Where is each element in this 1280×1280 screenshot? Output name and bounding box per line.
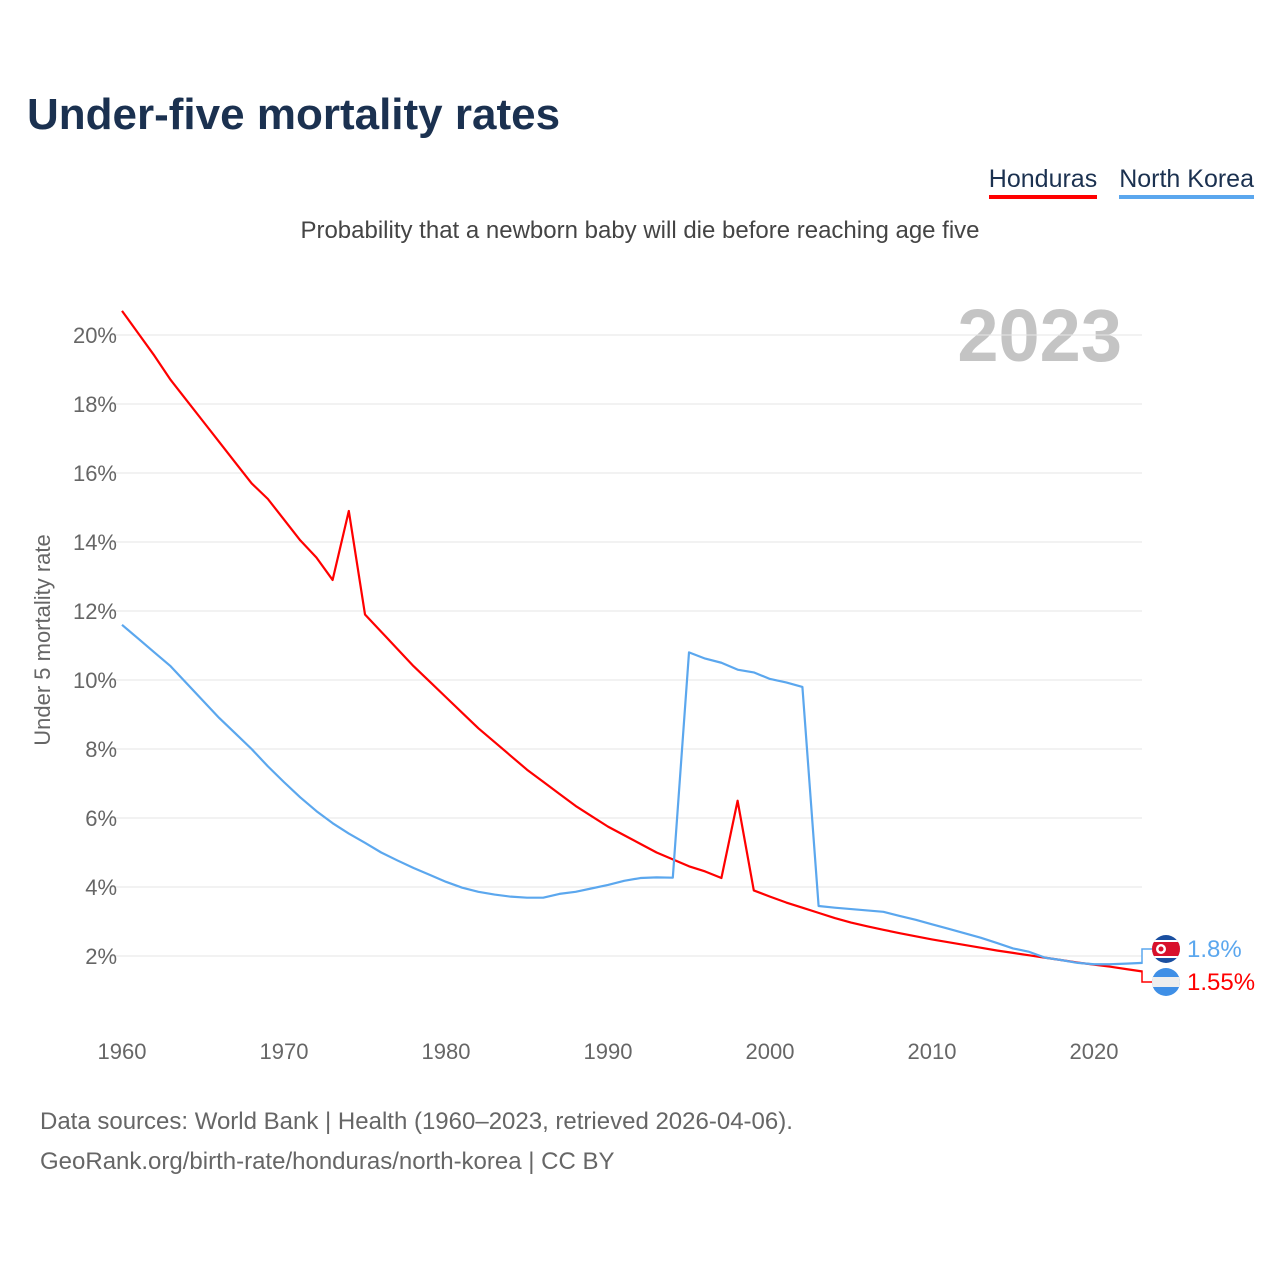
x-tick-label: 1980 xyxy=(422,1039,471,1064)
x-tick-label: 2010 xyxy=(908,1039,957,1064)
y-tick-label: 12% xyxy=(73,599,117,624)
y-tick-label: 8% xyxy=(85,737,117,762)
x-tick-label: 1970 xyxy=(260,1039,309,1064)
y-axis-label: Under 5 mortality rate xyxy=(30,534,55,746)
x-tick-label: 1990 xyxy=(584,1039,633,1064)
end-label-honduras: 1.55% xyxy=(1187,969,1255,996)
y-tick-label: 2% xyxy=(85,944,117,969)
y-tick-label: 18% xyxy=(73,392,117,417)
y-tick-label: 10% xyxy=(73,668,117,693)
chart-subtitle: Probability that a newborn baby will die… xyxy=(300,217,980,244)
y-tick-label: 20% xyxy=(73,323,117,348)
connector-honduras xyxy=(1141,970,1152,983)
flag-part xyxy=(1158,946,1164,952)
series-line-honduras xyxy=(121,310,1143,973)
legend: Honduras North Korea xyxy=(988,165,1254,199)
x-tick-label: 1960 xyxy=(98,1039,147,1064)
flag-part xyxy=(1152,977,1180,987)
connector-north-korea xyxy=(1141,948,1152,964)
y-tick-label: 14% xyxy=(73,530,117,555)
x-tick-label: 2000 xyxy=(746,1039,795,1064)
legend-north-korea[interactable]: North Korea xyxy=(1119,165,1254,199)
source-line: Data sources: World Bank | Health (1960–… xyxy=(40,1108,793,1135)
y-tick-label: 6% xyxy=(85,806,117,831)
y-tick-label: 4% xyxy=(85,875,117,900)
y-tick-label: 16% xyxy=(73,461,117,486)
chart-title: Under-five mortality rates xyxy=(27,90,561,139)
end-label-north-korea: 1.8% xyxy=(1187,936,1242,963)
series-line-north-korea xyxy=(121,623,1143,966)
legend-honduras[interactable]: Honduras xyxy=(988,165,1098,199)
x-tick-label: 2020 xyxy=(1070,1039,1119,1064)
source-url: GeoRank.org/birth-rate/honduras/north-ko… xyxy=(40,1148,615,1175)
